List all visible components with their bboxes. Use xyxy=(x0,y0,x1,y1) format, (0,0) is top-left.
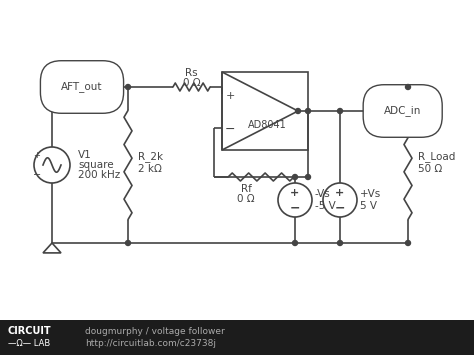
Text: Rs: Rs xyxy=(185,68,198,78)
Text: R_Load: R_Load xyxy=(418,152,456,163)
Text: square: square xyxy=(78,160,114,170)
Text: 5 V: 5 V xyxy=(360,201,377,211)
Circle shape xyxy=(405,84,410,89)
Text: +Vs: +Vs xyxy=(360,189,381,199)
Text: CIRCUIT: CIRCUIT xyxy=(8,326,52,336)
Circle shape xyxy=(337,109,343,114)
Text: +: + xyxy=(34,151,40,160)
Text: —Ω— LAB: —Ω— LAB xyxy=(8,339,50,349)
Text: −: − xyxy=(290,201,300,214)
Text: 0 Ω: 0 Ω xyxy=(182,78,201,88)
Text: http://circuitlab.com/c23738j: http://circuitlab.com/c23738j xyxy=(85,339,216,349)
Text: −: − xyxy=(225,123,235,136)
Text: -Vs: -Vs xyxy=(315,189,331,199)
Circle shape xyxy=(306,109,310,114)
Circle shape xyxy=(126,240,130,246)
Text: ADC_in: ADC_in xyxy=(384,105,421,116)
Text: +: + xyxy=(225,91,235,101)
Text: Rf: Rf xyxy=(241,184,251,194)
Circle shape xyxy=(306,175,310,180)
Circle shape xyxy=(292,240,298,246)
Text: 200 kHz: 200 kHz xyxy=(78,170,120,180)
Text: dougmurphy / voltage follower: dougmurphy / voltage follower xyxy=(85,327,225,335)
Text: +: + xyxy=(336,188,345,198)
Text: R_2k: R_2k xyxy=(138,152,163,163)
Text: 2 kΩ: 2 kΩ xyxy=(138,164,162,174)
Text: 0 Ω: 0 Ω xyxy=(237,194,255,204)
Text: AFT_out: AFT_out xyxy=(61,82,103,92)
Text: −: − xyxy=(33,170,41,180)
Circle shape xyxy=(405,240,410,246)
Text: V1: V1 xyxy=(78,150,92,160)
Text: 50 Ω: 50 Ω xyxy=(418,164,442,174)
Text: −: − xyxy=(335,201,345,214)
Text: AD8041: AD8041 xyxy=(247,120,286,130)
Text: -5 V: -5 V xyxy=(315,201,336,211)
Circle shape xyxy=(337,240,343,246)
Circle shape xyxy=(292,175,298,180)
Circle shape xyxy=(295,109,301,114)
Circle shape xyxy=(126,84,130,89)
Bar xyxy=(0,320,474,355)
Text: +: + xyxy=(291,188,300,198)
